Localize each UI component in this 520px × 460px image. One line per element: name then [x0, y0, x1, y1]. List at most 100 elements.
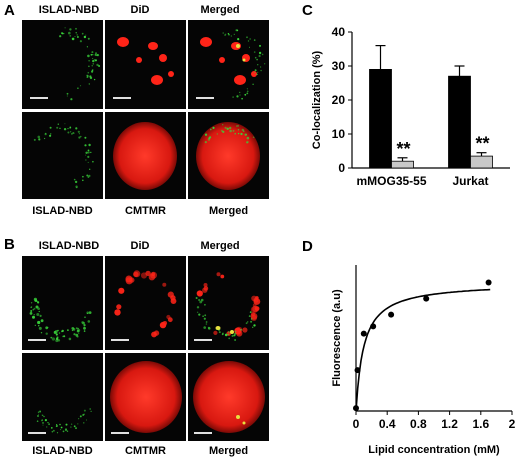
green-puncta	[78, 418, 80, 420]
panel-b-bottom-label-2: CMTMR	[125, 445, 166, 457]
micrograph-a-cmtmr-bottom	[105, 112, 186, 199]
green-puncta	[236, 95, 239, 98]
green-puncta	[34, 324, 36, 326]
green-puncta	[229, 126, 232, 130]
green-puncta	[212, 126, 215, 129]
micrograph-a-merged-top	[188, 20, 269, 109]
green-puncta	[92, 160, 94, 163]
green-puncta	[61, 329, 64, 333]
green-puncta	[56, 126, 59, 129]
category-label: Jurkat	[452, 174, 488, 188]
green-puncta	[56, 424, 58, 426]
green-puncta	[92, 54, 94, 56]
colocalization-bar-chart: 0 10 20 30 40 Co-localization (%) ** mMOG35-55 *…	[311, 25, 510, 188]
green-puncta	[90, 410, 92, 412]
panel-b-bottom-label-1: ISLAD-NBD	[32, 445, 93, 457]
green-puncta	[32, 315, 35, 319]
green-puncta	[218, 331, 221, 334]
green-puncta	[38, 326, 42, 330]
green-puncta	[224, 333, 228, 337]
green-puncta	[249, 46, 250, 48]
green-puncta	[49, 126, 52, 129]
green-puncta	[221, 333, 224, 336]
green-puncta	[93, 78, 96, 81]
green-puncta	[252, 326, 254, 328]
green-puncta	[80, 135, 82, 138]
green-puncta	[66, 95, 68, 97]
green-puncta	[87, 161, 89, 163]
green-puncta	[87, 151, 90, 154]
green-puncta	[75, 427, 77, 430]
green-puncta	[248, 315, 251, 317]
green-puncta	[240, 132, 243, 136]
red-vesicle	[234, 75, 246, 85]
green-puncta	[205, 323, 208, 325]
red-vesicle	[151, 272, 156, 277]
green-puncta	[66, 430, 69, 432]
red-vesicle	[236, 330, 243, 337]
green-puncta	[82, 321, 85, 325]
x-axis-title: Lipid concentration (mM)	[368, 444, 500, 456]
colocalized-spot	[215, 326, 221, 330]
green-puncta	[83, 326, 86, 330]
red-vesicle	[151, 75, 163, 85]
green-puncta	[95, 52, 97, 55]
green-puncta	[246, 88, 248, 90]
green-puncta	[253, 39, 256, 41]
green-puncta	[38, 325, 40, 327]
green-puncta	[35, 305, 39, 309]
green-puncta	[49, 134, 52, 137]
green-puncta	[44, 133, 47, 136]
green-puncta	[33, 138, 36, 141]
x-tick-label: 1.2	[441, 417, 458, 431]
green-puncta	[93, 59, 95, 61]
green-puncta	[45, 326, 49, 330]
red-vesicle	[117, 37, 129, 47]
green-puncta	[29, 312, 33, 315]
red-vesicle	[200, 37, 212, 47]
green-puncta	[84, 316, 86, 318]
green-puncta	[63, 128, 67, 131]
green-puncta	[52, 429, 55, 432]
green-puncta	[256, 73, 258, 75]
fit-curve	[355, 288, 491, 412]
green-puncta	[253, 51, 256, 53]
green-puncta	[85, 159, 87, 161]
red-vesicle	[251, 315, 257, 321]
green-puncta	[204, 141, 207, 144]
y-tick-label: 40	[332, 25, 346, 39]
red-vesicle	[116, 304, 122, 310]
green-puncta	[67, 128, 69, 130]
green-puncta	[71, 133, 73, 135]
green-puncta	[96, 63, 99, 67]
green-puncta	[237, 129, 240, 131]
green-puncta	[246, 140, 249, 144]
green-puncta	[64, 123, 66, 125]
green-puncta	[244, 133, 247, 136]
green-puncta	[42, 414, 44, 417]
data-point	[423, 295, 430, 302]
green-puncta	[228, 33, 230, 36]
red-vesicle	[163, 321, 168, 325]
green-puncta	[87, 176, 90, 178]
green-puncta	[90, 53, 93, 56]
green-puncta	[40, 332, 43, 334]
red-vesicle	[114, 309, 121, 316]
significance-marker: **	[475, 134, 489, 154]
green-puncta	[86, 75, 89, 77]
x-tick-label: 0.4	[379, 417, 396, 431]
green-puncta	[63, 335, 66, 338]
micrograph-b-merged-bottom	[188, 353, 269, 441]
green-puncta	[38, 138, 41, 141]
green-puncta	[75, 27, 77, 30]
green-puncta	[54, 330, 58, 333]
data-point	[388, 311, 395, 318]
panel-a-label: A	[4, 2, 15, 19]
cell-body	[113, 122, 177, 190]
y-tick-label: 30	[332, 59, 346, 73]
x-tick-label: 0	[353, 417, 360, 431]
green-puncta	[237, 125, 239, 127]
green-puncta	[203, 326, 206, 329]
green-puncta	[85, 154, 87, 156]
green-puncta	[244, 93, 247, 96]
